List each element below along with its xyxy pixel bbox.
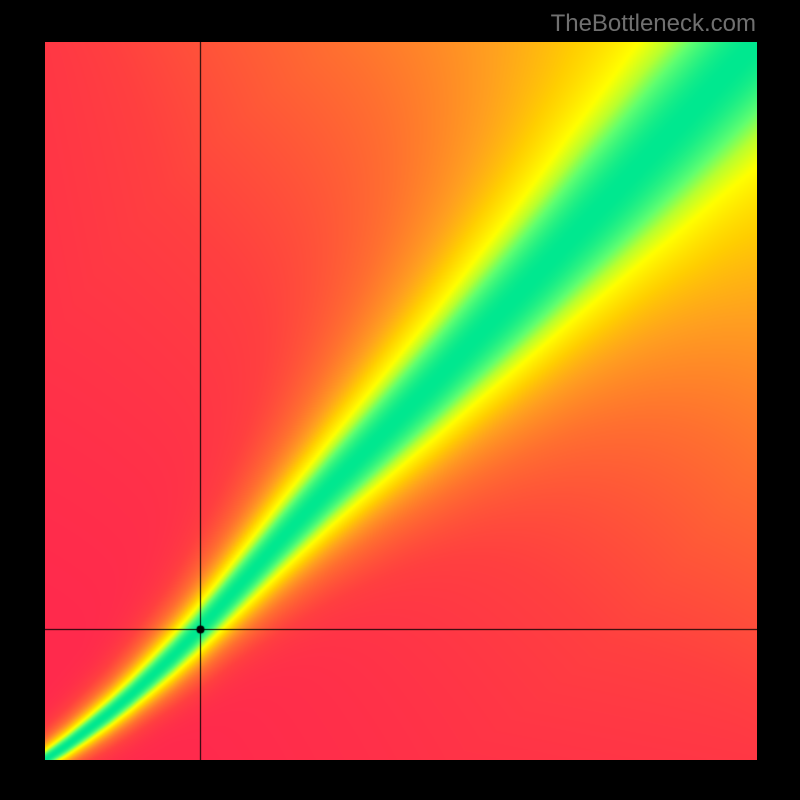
bottleneck-heatmap (45, 42, 757, 760)
watermark-text: TheBottleneck.com (551, 10, 756, 38)
figure-container: TheBottleneck.com (0, 0, 800, 800)
